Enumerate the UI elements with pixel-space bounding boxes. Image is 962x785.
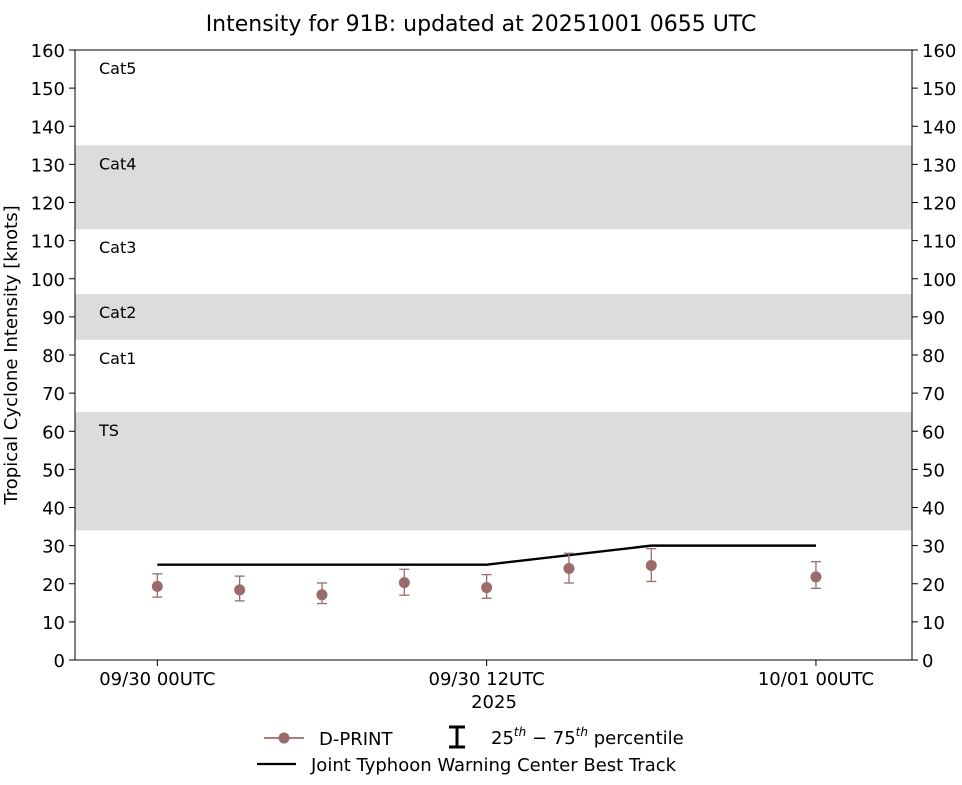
y-tick-label-left: 150 bbox=[31, 79, 65, 100]
y-tick-label-right: 10 bbox=[922, 613, 945, 634]
dprint-point bbox=[151, 573, 163, 598]
legend-percentile-icon bbox=[449, 725, 465, 749]
y-tick-label-right: 60 bbox=[922, 422, 945, 443]
band-label-cat1: Cat1 bbox=[99, 349, 136, 368]
y-tick-label-right: 0 bbox=[922, 651, 933, 672]
y-tick-label-left: 80 bbox=[42, 346, 65, 367]
y-tick-label-left: 10 bbox=[42, 613, 65, 634]
y-tick-label-right: 70 bbox=[922, 384, 945, 405]
band-label-cat2: Cat2 bbox=[99, 303, 136, 322]
y-tick-label-right: 150 bbox=[922, 79, 956, 100]
y-tick-label-left: 60 bbox=[42, 422, 65, 443]
x-axis: 09/30 00UTC 09/30 12UTC 10/01 00UTC bbox=[99, 660, 874, 690]
dprint-marker bbox=[151, 580, 163, 592]
y-axis-left: 0 10 20 30 40 50 60 70 80 90 100 110 120 130 140 150 160 bbox=[31, 41, 75, 672]
y-tick-label-right: 160 bbox=[922, 41, 956, 62]
dprint-marker bbox=[316, 589, 328, 601]
dprint-point bbox=[645, 548, 657, 583]
series-layer bbox=[151, 544, 822, 605]
y-tick-label-right: 140 bbox=[922, 117, 956, 138]
y-tick-label-left: 40 bbox=[42, 499, 65, 520]
y-tick-label-right: 20 bbox=[922, 575, 945, 596]
y-tick-label-left: 20 bbox=[42, 575, 65, 596]
category-labels: TS Cat1 Cat2 Cat3 Cat4 Cat5 bbox=[98, 59, 136, 440]
x-tick-label: 09/30 00UTC bbox=[99, 669, 215, 690]
dprint-marker bbox=[645, 559, 657, 571]
band-ts bbox=[75, 412, 912, 531]
category-bands bbox=[75, 145, 912, 531]
y-tick-label-right: 120 bbox=[922, 194, 956, 215]
dprint-marker bbox=[481, 582, 493, 594]
dprint-point bbox=[234, 575, 246, 602]
x-axis-label: 2025 bbox=[471, 692, 517, 713]
y-tick-label-left: 120 bbox=[31, 194, 65, 215]
y-tick-label-left: 140 bbox=[31, 117, 65, 138]
y-tick-label-right: 90 bbox=[922, 308, 945, 329]
y-axis-right: 0 10 20 30 40 50 60 70 80 90 100 110 120 130 140 150 160 bbox=[912, 41, 956, 672]
y-tick-label-right: 50 bbox=[922, 460, 945, 481]
y-tick-label-left: 160 bbox=[31, 41, 65, 62]
y-tick-label-left: 0 bbox=[54, 651, 65, 672]
band-cat4 bbox=[75, 145, 912, 230]
dprint-marker bbox=[398, 577, 410, 589]
band-label-cat3: Cat3 bbox=[99, 238, 136, 257]
y-tick-label-left: 30 bbox=[42, 537, 65, 558]
legend: D-PRINT 25th − 75th percentile Joint Typ… bbox=[257, 725, 684, 776]
y-tick-label-left: 130 bbox=[31, 155, 65, 176]
legend-dprint-marker bbox=[278, 732, 290, 744]
y-tick-label-right: 100 bbox=[922, 270, 956, 291]
y-tick-label-right: 30 bbox=[922, 537, 945, 558]
x-tick-label: 10/01 00UTC bbox=[758, 669, 874, 690]
dprint-point bbox=[481, 573, 493, 599]
y-tick-label-right: 80 bbox=[922, 346, 945, 367]
dprint-point bbox=[316, 582, 328, 605]
legend-best-track-label: Joint Typhoon Warning Center Best Track bbox=[310, 755, 677, 776]
dprint-point bbox=[563, 552, 575, 584]
y-tick-label-right: 110 bbox=[922, 232, 956, 253]
y-tick-label-left: 90 bbox=[42, 308, 65, 329]
legend-percentile-label: 25th − 75th percentile bbox=[491, 725, 684, 749]
y-tick-label-left: 70 bbox=[42, 384, 65, 405]
band-label-ts: TS bbox=[98, 421, 119, 440]
band-cat2 bbox=[75, 294, 912, 340]
dprint-point bbox=[398, 568, 410, 596]
band-label-cat5: Cat5 bbox=[99, 59, 136, 78]
legend-dprint-label: D-PRINT bbox=[319, 729, 393, 750]
dprint-marker bbox=[810, 571, 822, 583]
dprint-marker bbox=[234, 584, 246, 596]
dprint-point bbox=[810, 560, 822, 589]
y-axis-label: Tropical Cyclone Intensity [knots] bbox=[1, 205, 22, 505]
best-track-line bbox=[157, 544, 816, 566]
x-tick-label: 09/30 12UTC bbox=[429, 669, 545, 690]
dprint-marker bbox=[563, 563, 575, 574]
band-label-cat4: Cat4 bbox=[99, 154, 136, 173]
y-tick-label-right: 130 bbox=[922, 155, 956, 176]
chart-title: Intensity for 91B: updated at 20251001 0… bbox=[206, 12, 757, 37]
y-tick-label-right: 40 bbox=[922, 499, 945, 520]
y-tick-label-left: 110 bbox=[31, 232, 65, 253]
plot-frame bbox=[74, 49, 913, 661]
y-tick-label-left: 50 bbox=[42, 460, 65, 481]
y-tick-label-left: 100 bbox=[31, 270, 65, 291]
